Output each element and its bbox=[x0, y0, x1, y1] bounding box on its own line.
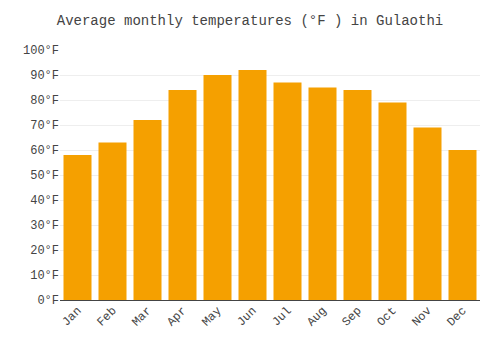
svg-text:80°F: 80°F bbox=[30, 94, 59, 108]
svg-text:100°F: 100°F bbox=[23, 44, 59, 58]
svg-text:May: May bbox=[199, 304, 224, 329]
svg-text:Jan: Jan bbox=[59, 304, 84, 329]
svg-text:Average monthly temperatures (: Average monthly temperatures (°F ) in Gu… bbox=[57, 13, 443, 29]
svg-text:10°F: 10°F bbox=[30, 269, 59, 283]
svg-text:0°F: 0°F bbox=[37, 294, 59, 308]
svg-text:50°F: 50°F bbox=[30, 169, 59, 183]
svg-text:20°F: 20°F bbox=[30, 244, 59, 258]
svg-text:90°F: 90°F bbox=[30, 69, 59, 83]
svg-text:Dec: Dec bbox=[444, 304, 469, 329]
svg-text:Aug: Aug bbox=[304, 304, 329, 329]
svg-text:70°F: 70°F bbox=[30, 119, 59, 133]
svg-text:Mar: Mar bbox=[129, 304, 154, 329]
svg-text:Sep: Sep bbox=[339, 304, 364, 329]
svg-text:Nov: Nov bbox=[409, 304, 434, 329]
svg-text:60°F: 60°F bbox=[30, 144, 59, 158]
svg-text:30°F: 30°F bbox=[30, 219, 59, 233]
svg-text:Feb: Feb bbox=[94, 304, 119, 329]
svg-text:Oct: Oct bbox=[374, 304, 399, 329]
svg-text:Jul: Jul bbox=[269, 304, 294, 329]
svg-text:Jun: Jun bbox=[234, 304, 259, 329]
svg-text:40°F: 40°F bbox=[30, 194, 59, 208]
svg-text:Apr: Apr bbox=[164, 304, 189, 329]
